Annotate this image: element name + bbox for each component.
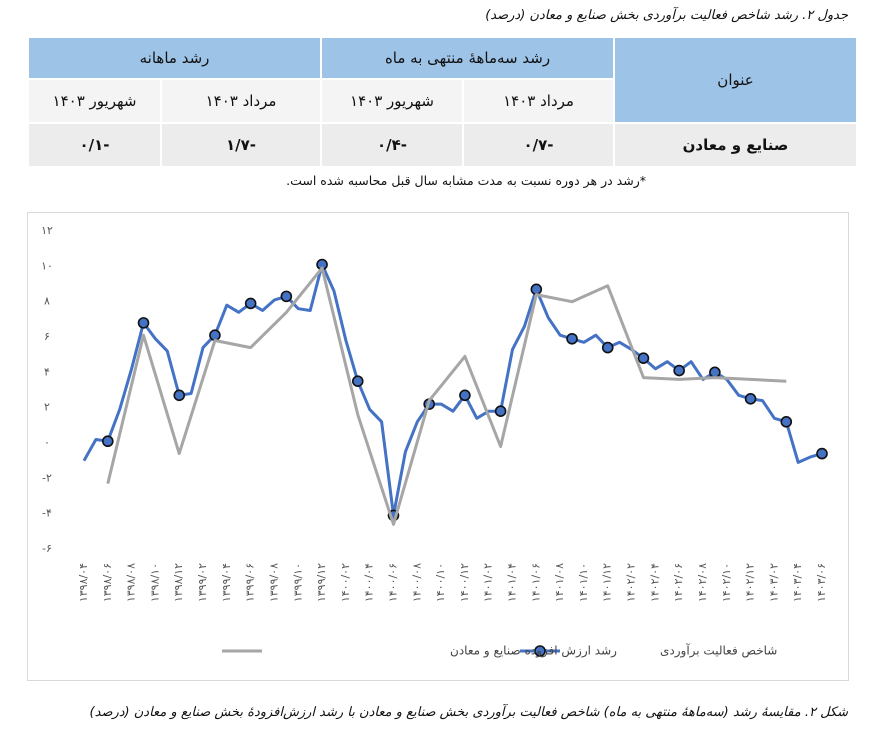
x-tick-label: ۱۴۰۱/۰۶ xyxy=(529,563,542,602)
legend-label: شاخص فعالیت برآوردی xyxy=(660,643,777,659)
header-cell: مرداد ۱۴۰۳ xyxy=(160,78,323,124)
x-tick-label: ۱۴۰۰/۰۲ xyxy=(339,563,352,602)
x-tick-label: ۱۳۹۹/۰۴ xyxy=(220,563,233,602)
x-tick-label: ۱۴۰۱/۱۲ xyxy=(601,563,614,602)
point-marker xyxy=(494,405,507,418)
x-tick-label: ۱۴۰۱/۰۸ xyxy=(553,563,566,602)
y-tick-label: ۸ xyxy=(44,295,50,308)
y-tick-label: ۴ xyxy=(44,365,50,378)
point-marker xyxy=(244,297,257,310)
header-cell: عنوان xyxy=(613,36,859,124)
point-marker xyxy=(173,389,186,402)
series-line xyxy=(82,263,823,517)
point-marker xyxy=(780,415,793,428)
point-marker xyxy=(601,341,614,354)
legend-marker xyxy=(534,645,546,657)
x-tick-label: ۱۴۰۲/۰۸ xyxy=(696,563,709,602)
footnote: *رشد در هر دوره نسبت به مدت مشابه سال قب… xyxy=(286,173,646,188)
point-marker xyxy=(744,393,757,405)
x-tick-label: ۱۳۹۸/۰۸ xyxy=(125,563,138,602)
x-tick-label: ۱۴۰۱/۰۲ xyxy=(482,563,495,602)
cell: -۱/۷ xyxy=(160,122,323,168)
x-tick-label: ۱۴۰۲/۰۴ xyxy=(648,563,661,602)
x-tick-label: ۱۳۹۸/۰۴ xyxy=(77,563,90,602)
x-tick-label: ۱۴۰۲/۰۲ xyxy=(625,563,638,602)
cell: -۰/۱ xyxy=(26,122,163,168)
y-tick-label: ۲ xyxy=(44,401,50,414)
series-line xyxy=(106,266,787,526)
x-tick-label: ۱۴۰۳/۰۶ xyxy=(815,563,828,602)
x-tick-label: ۱۳۹۹/۱۲ xyxy=(315,563,328,602)
table: عنوان رشد سه‌ماههٔ منتهی به ماه رشد ماها… xyxy=(26,36,859,168)
cell: صنایع و معادن xyxy=(613,122,859,168)
header-cell: شهریور ۱۴۰۳ xyxy=(26,78,163,124)
figure-caption: شکل ۲. مقایسهٔ رشد (سه‌ماههٔ منتهی به ما… xyxy=(89,705,848,720)
x-tick-label: ۱۴۰۰/۰۸ xyxy=(410,563,423,602)
table-caption: جدول ۲. رشد شاخص فعالیت برآوردی بخش صنای… xyxy=(485,8,848,23)
x-tick-label: ۱۴۰۱/۰۴ xyxy=(506,563,519,602)
header-row: عنوان رشد سه‌ماههٔ منتهی به ماه رشد ماها… xyxy=(26,36,859,124)
point-marker xyxy=(709,366,721,379)
point-marker xyxy=(816,447,828,460)
point-marker xyxy=(673,364,685,377)
chart-frame xyxy=(27,212,849,681)
header-row: مرداد ۱۴۰۳ شهریور ۱۴۰۳ مرداد ۱۴۰۳ شهریور… xyxy=(26,78,857,124)
point-marker xyxy=(637,352,650,365)
y-tick-label: -۴ xyxy=(42,507,52,520)
point-marker xyxy=(530,283,543,296)
x-tick-label: ۱۳۹۸/۱۰ xyxy=(148,563,161,602)
x-tick-label: ۱۳۹۹/۰۸ xyxy=(267,563,280,602)
x-tick-label: ۱۴۰۰/۰۴ xyxy=(363,563,376,602)
point-marker xyxy=(351,375,364,387)
x-tick-label: ۱۴۰۲/۱۲ xyxy=(744,563,757,602)
cell: -۰/۷ xyxy=(462,122,616,168)
point-marker xyxy=(459,389,471,402)
y-tick-label: ۰ xyxy=(44,436,50,449)
x-tick-label: ۱۴۰۳/۰۴ xyxy=(791,563,804,602)
x-tick-label: ۱۴۰۲/۰۶ xyxy=(672,563,685,602)
row: صنایع و معادن -۰/۷ -۰/۴ -۱/۷ -۰/۱ xyxy=(26,122,859,168)
x-tick-label: ۱۳۹۸/۱۲ xyxy=(172,563,185,602)
y-tick-label: -۲ xyxy=(42,471,52,484)
x-tick-label: ۱۴۰۰/۱۲ xyxy=(458,563,471,602)
y-tick-label: ۱۲ xyxy=(41,224,53,237)
header-cell: رشد ماهانه xyxy=(26,36,323,80)
x-tick-label: ۱۳۹۸/۰۶ xyxy=(101,563,114,602)
legend-label: رشد ارزش افزوده صنایع و معادن xyxy=(450,644,617,659)
point-marker xyxy=(102,435,114,448)
x-tick-label: ۱۴۰۲/۱۰ xyxy=(720,563,733,602)
point-marker xyxy=(566,332,578,345)
point-marker xyxy=(280,290,293,303)
x-tick-label: ۱۳۹۹/۰۶ xyxy=(244,563,257,602)
x-tick-label: ۱۴۰۳/۰۲ xyxy=(767,563,780,602)
x-tick-label: ۱۴۰۰/۰۶ xyxy=(386,563,399,602)
y-tick-label: ۱۰ xyxy=(41,259,53,272)
point-marker xyxy=(137,317,150,329)
x-tick-label: ۱۳۹۹/۰۲ xyxy=(196,563,209,602)
point-marker xyxy=(209,329,221,342)
header-cell: رشد سه‌ماههٔ منتهی به ماه xyxy=(320,36,616,80)
x-tick-label: ۱۴۰۱/۱۰ xyxy=(577,563,590,602)
x-tick-label: ۱۳۹۹/۱۰ xyxy=(291,563,304,602)
y-tick-label: -۶ xyxy=(42,542,52,555)
header-cell: مرداد ۱۴۰۳ xyxy=(462,78,616,124)
x-tick-label: ۱۴۰۰/۱۰ xyxy=(434,563,447,602)
y-tick-label: ۶ xyxy=(44,330,50,343)
cell: -۰/۴ xyxy=(320,122,465,168)
header-cell: شهریور ۱۴۰۳ xyxy=(320,78,465,124)
